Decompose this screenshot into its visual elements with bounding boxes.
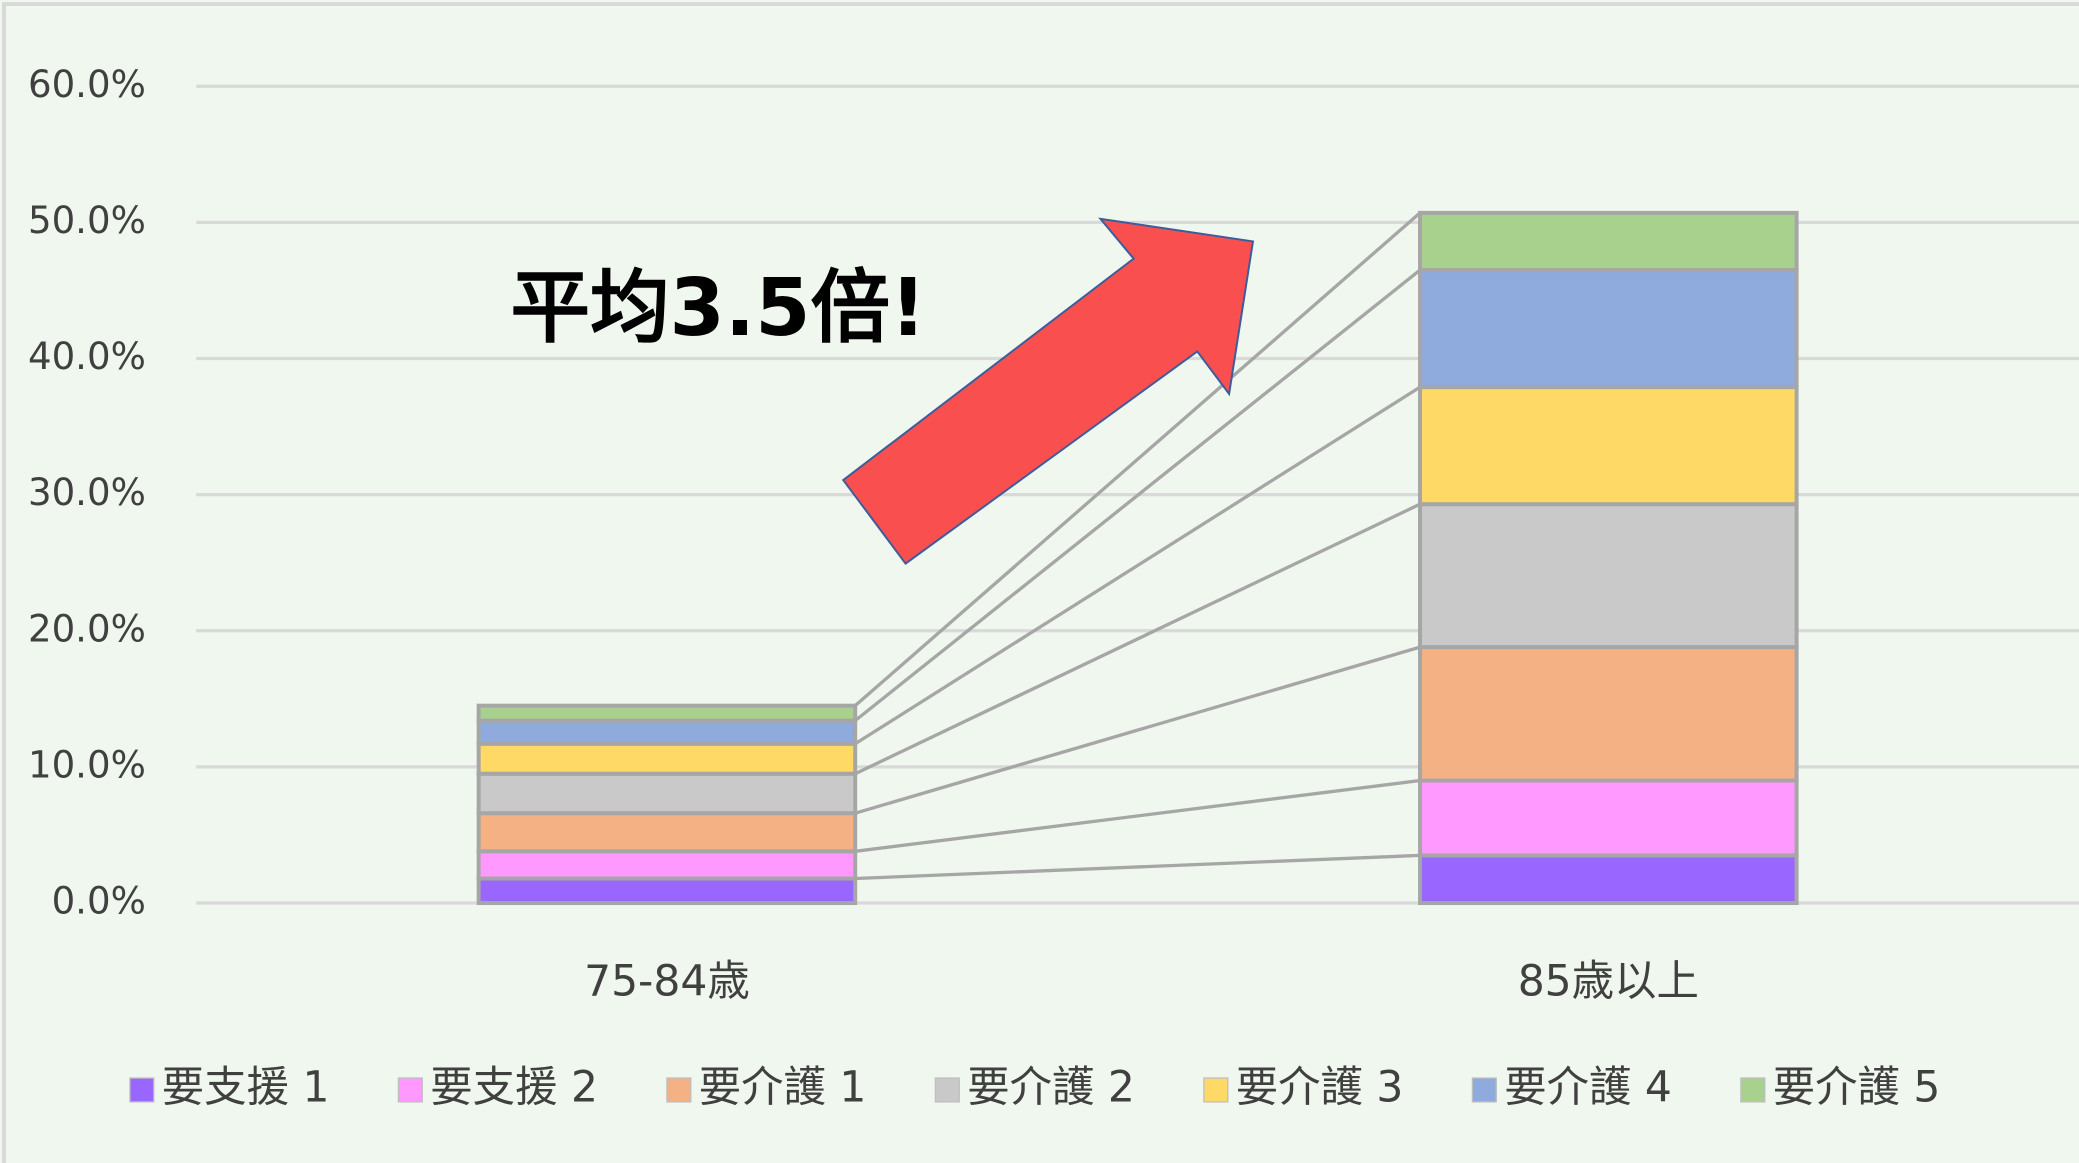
legend-swatch xyxy=(129,1077,155,1103)
y-tick-label: 30.0% xyxy=(28,471,146,514)
legend-label: 要介護 3 xyxy=(1236,1063,1404,1112)
bar-segment xyxy=(1418,210,1799,273)
legend-swatch xyxy=(934,1077,960,1103)
series-line xyxy=(854,778,1421,853)
legend-label: 要介護 2 xyxy=(967,1063,1135,1112)
plot-area: 0.0% 10.0% 20.0% 30.0% 40.0% 50.0% 60.0% 75-84歳… xyxy=(28,63,2079,1112)
legend-swatch xyxy=(666,1077,692,1103)
bar-segment xyxy=(476,771,858,816)
annotation: 平均3.5倍! xyxy=(510,261,926,354)
bar-segment xyxy=(1418,645,1799,783)
bar-segment xyxy=(476,703,858,723)
arrow xyxy=(841,217,1255,565)
y-tick-label: 0.0% xyxy=(52,880,146,923)
legend-swatch xyxy=(1471,1077,1497,1103)
bar-segment xyxy=(1418,502,1799,650)
y-tick-label: 60.0% xyxy=(28,63,146,106)
bar-segment xyxy=(1418,853,1799,906)
legend-label: 要介護 1 xyxy=(699,1063,867,1112)
series-line xyxy=(854,645,1421,815)
bar-segment xyxy=(476,741,858,776)
series-line xyxy=(854,268,1422,722)
bar-segment xyxy=(476,718,858,746)
series-line xyxy=(854,385,1421,746)
bar-segment xyxy=(476,811,858,854)
y-tick-label: 10.0% xyxy=(28,743,146,786)
x-tick-label: 75-84歳 xyxy=(584,957,750,1006)
legend-swatch xyxy=(1203,1077,1229,1103)
legend-label: 要介護 4 xyxy=(1504,1063,1672,1112)
x-tick-label: 85歳以上 xyxy=(1518,957,1699,1006)
series-line xyxy=(854,502,1421,776)
y-tick-label: 40.0% xyxy=(28,335,146,378)
bar-segment xyxy=(476,876,858,906)
series-line xyxy=(855,853,1421,881)
legend-label: 要介護 5 xyxy=(1773,1063,1941,1112)
bar-segment xyxy=(1418,778,1799,858)
y-tick-label: 20.0% xyxy=(28,607,146,650)
bar-segment xyxy=(1418,268,1799,390)
bar-segment xyxy=(1418,385,1799,507)
legend-swatch xyxy=(397,1077,423,1103)
bar-segment xyxy=(476,849,858,881)
y-tick-label: 50.0% xyxy=(28,199,146,242)
legend-label: 要支援 1 xyxy=(162,1063,330,1112)
series-line xyxy=(854,211,1422,707)
legend-swatch xyxy=(1740,1077,1766,1103)
legend-label: 要支援 2 xyxy=(430,1063,598,1112)
